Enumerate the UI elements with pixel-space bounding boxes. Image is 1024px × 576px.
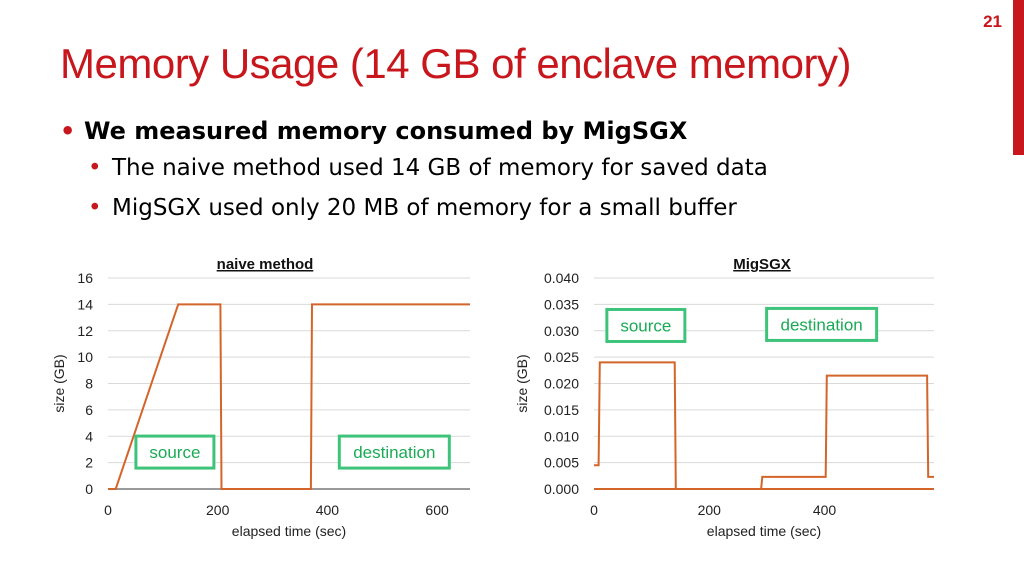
y-tick-label: 0.010	[544, 428, 579, 444]
annotation-box	[134, 434, 216, 470]
y-tick-label: 4	[85, 428, 93, 444]
bullet-dot: •	[88, 155, 102, 181]
bullet-sub-text: The naive method used 14 GB of memory fo…	[112, 155, 768, 181]
y-axis-label: size (GB)	[51, 354, 67, 412]
x-tick-label: 400	[316, 502, 340, 518]
y-tick-label: 0	[85, 481, 93, 497]
naive-method-chart: 0 2 4 6 8 10 12 14 16 0 200 400 600 naive method elaps…	[51, 256, 470, 539]
y-tick-label: 6	[85, 402, 93, 418]
y-tick-label: 2	[85, 455, 93, 471]
series-line	[594, 361, 934, 490]
slide-title: Memory Usage (14 GB of enclave memory)	[60, 40, 851, 87]
y-tick-label: 0.030	[544, 323, 579, 339]
y-axis-label: size (GB)	[514, 354, 530, 412]
x-tick-label: 0	[104, 502, 112, 518]
x-tick-label: 600	[425, 502, 449, 518]
migsgx-chart: 0.000 0.005 0.010 0.015 0.020 0.025 0.030 0.035…	[514, 256, 934, 539]
bullet-sub: • The naive method used 14 GB of memory f…	[60, 148, 768, 188]
bullet-list: • We measured memory consumed by MigSGX •…	[60, 114, 768, 228]
bullet-sub: • MigSGX used only 20 MB of memory for a …	[60, 188, 768, 228]
page-number: 21	[983, 12, 1002, 31]
x-tick-label: 200	[698, 502, 722, 518]
x-axis-label: elapsed time (sec)	[707, 523, 821, 539]
x-tick-label: 0	[590, 502, 598, 518]
x-tick-label: 200	[206, 502, 230, 518]
x-tick-label: 400	[813, 502, 837, 518]
bullet-main: • We measured memory consumed by MigSGX	[60, 114, 768, 148]
x-axis-label: elapsed time (sec)	[232, 523, 346, 539]
accent-bar	[1013, 0, 1024, 155]
charts-area: 0 2 4 6 8 10 12 14 16 0 200 400 600 naive method elaps…	[51, 256, 934, 539]
y-tick-label: 16	[77, 270, 93, 286]
y-tick-label: 0.025	[544, 349, 579, 365]
y-tick-label: 0.040	[544, 270, 579, 286]
chart-title: MigSGX	[733, 256, 791, 273]
bullet-main-text: We measured memory consumed by MigSGX	[84, 117, 688, 145]
annotation-label: source	[149, 443, 200, 462]
chart-title: naive method	[217, 256, 314, 273]
annotation-label: destination	[781, 315, 863, 334]
annotation-label: destination	[353, 443, 435, 462]
y-tick-label: 14	[77, 296, 93, 312]
annotation-box	[605, 307, 687, 343]
bullet-dot: •	[60, 117, 76, 145]
y-tick-label: 0.005	[544, 455, 579, 471]
bullet-sub-text: MigSGX used only 20 MB of memory for a s…	[112, 195, 737, 221]
y-tick-label: 8	[85, 376, 93, 392]
y-tick-label: 10	[77, 349, 93, 365]
y-tick-label: 0.020	[544, 376, 579, 392]
y-tick-label: 0.035	[544, 296, 579, 312]
series-line	[594, 374, 934, 490]
annotation-label: source	[620, 316, 671, 335]
annotation-box	[337, 434, 451, 470]
annotation-box	[765, 306, 879, 342]
y-tick-label: 0.000	[544, 481, 579, 497]
y-tick-label: 0.015	[544, 402, 579, 418]
bullet-dot: •	[88, 195, 102, 221]
series-line	[108, 303, 470, 490]
y-tick-label: 12	[77, 323, 93, 339]
